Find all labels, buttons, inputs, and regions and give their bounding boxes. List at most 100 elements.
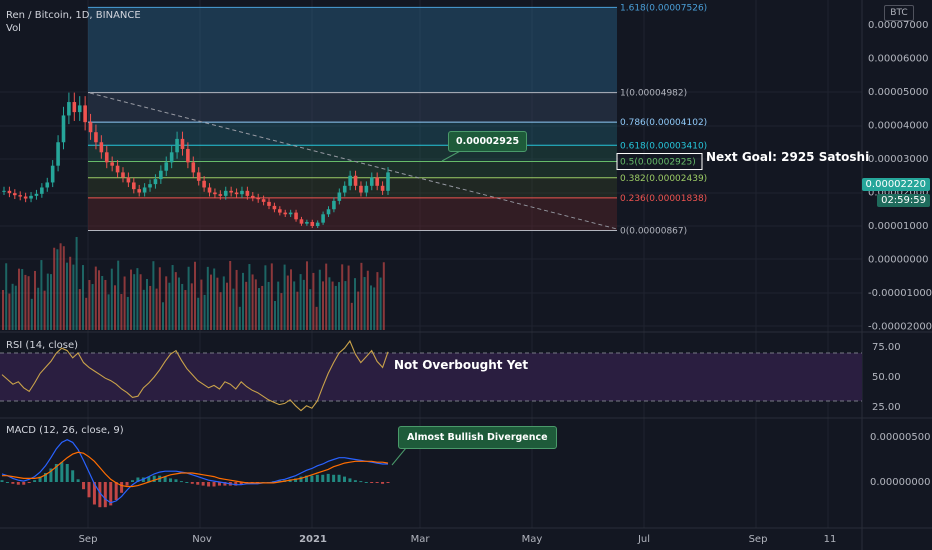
volume-bar bbox=[270, 263, 273, 330]
macd-axis-label: 0.00000500 bbox=[870, 432, 930, 443]
volume-bar bbox=[242, 272, 244, 330]
fib-level-label: 0.5(0.00002925) bbox=[620, 158, 696, 168]
macd-histogram-bar bbox=[60, 462, 64, 482]
candle-body bbox=[186, 148, 190, 163]
volume-bar bbox=[206, 266, 209, 330]
volume-bar bbox=[184, 290, 187, 330]
macd-histogram-bar bbox=[76, 479, 80, 482]
volume-bar bbox=[98, 270, 100, 330]
volume-bar bbox=[277, 281, 280, 330]
macd-histogram-bar bbox=[359, 481, 363, 483]
candle-body bbox=[369, 177, 374, 186]
fib-zone bbox=[88, 92, 617, 123]
volume-bar bbox=[370, 285, 372, 330]
volume-bar bbox=[226, 282, 228, 330]
signal-line bbox=[2, 451, 389, 488]
fib-zone bbox=[88, 122, 617, 146]
macd-line bbox=[1, 439, 388, 504]
price-axis-label: 0.00005000 bbox=[868, 87, 928, 98]
macd-histogram-bar bbox=[163, 476, 167, 482]
last-price-tag: 0.00002220 bbox=[861, 178, 930, 191]
volume-bar bbox=[136, 268, 139, 330]
volume-bar bbox=[130, 269, 132, 330]
volume-bar bbox=[117, 260, 120, 330]
candle-body bbox=[61, 115, 66, 143]
volume-bar bbox=[350, 302, 353, 330]
candle-body bbox=[250, 195, 255, 198]
macd-pane: 0.00000500 0.00000000 bbox=[0, 432, 930, 508]
candle-body bbox=[310, 221, 315, 226]
volume-bar bbox=[344, 281, 347, 330]
currency-badge[interactable]: BTC bbox=[884, 5, 914, 21]
volume-bar bbox=[366, 270, 369, 330]
volume-bar bbox=[203, 294, 206, 330]
rsi-axis-label: 50.00 bbox=[872, 372, 901, 383]
candle-body bbox=[13, 193, 17, 196]
macd-callout: Almost Bullish Divergence bbox=[398, 426, 557, 449]
time-axis-label: Sep bbox=[79, 534, 98, 545]
macd-axis-label: 0.00000000 bbox=[870, 477, 930, 488]
candle-body bbox=[294, 212, 298, 220]
volume-bar bbox=[363, 277, 366, 330]
candle-body bbox=[213, 192, 217, 195]
volume-bar bbox=[229, 260, 232, 330]
volume-bar bbox=[123, 276, 126, 330]
candle-body bbox=[207, 187, 212, 193]
candle-body bbox=[315, 222, 320, 226]
macd-histogram-bar bbox=[326, 473, 330, 482]
macd-histogram-bar bbox=[179, 481, 183, 483]
time-axis-label: Nov bbox=[192, 534, 212, 545]
candle-body bbox=[223, 190, 228, 196]
volume-bar bbox=[296, 291, 299, 330]
volume-bar bbox=[75, 236, 78, 330]
candle-body bbox=[299, 219, 304, 224]
volume-bar bbox=[306, 261, 308, 330]
volume-bar bbox=[360, 262, 363, 330]
volume-bar bbox=[190, 283, 193, 330]
fib-level-label: 0.786(0.00004102) bbox=[620, 118, 707, 128]
volume-bar bbox=[341, 264, 344, 330]
fib-level-label: 1.618(0.00007526) bbox=[620, 3, 707, 13]
macd-histogram-bar bbox=[370, 482, 374, 483]
volume-bar bbox=[171, 265, 174, 330]
candle-body bbox=[18, 195, 23, 197]
fib-zone bbox=[88, 197, 617, 231]
candle-body bbox=[196, 172, 201, 181]
volume-bar bbox=[114, 285, 116, 330]
volume-bar bbox=[379, 277, 382, 330]
macd-histogram-bar bbox=[174, 479, 178, 482]
volume-bar bbox=[178, 277, 180, 330]
symbol-title: Ren / Bitcoin, 1D, BINANCE bbox=[6, 10, 141, 21]
price-axis-label: -0.00002000 bbox=[868, 322, 932, 333]
macd-histogram-bar bbox=[277, 480, 281, 482]
rsi-pane: 75.00 50.00 25.00 bbox=[0, 339, 901, 413]
macd-histogram-bar bbox=[353, 480, 357, 482]
volume-bar bbox=[283, 264, 286, 330]
volume-bar bbox=[302, 279, 305, 330]
macd-title: MACD (12, 26, close, 9) bbox=[6, 425, 124, 436]
macd-histogram-bar bbox=[33, 480, 37, 482]
fib-level-label: 0(0.00000867) bbox=[620, 226, 687, 236]
volume-bar bbox=[197, 297, 200, 330]
volume-bar bbox=[232, 288, 235, 330]
macd-histogram-bar bbox=[315, 474, 319, 482]
volume-bar bbox=[104, 279, 107, 330]
volume-bar bbox=[168, 282, 171, 330]
candle-body bbox=[132, 182, 136, 190]
candle-body bbox=[342, 185, 347, 193]
volume-bar bbox=[62, 246, 65, 330]
volume-bar bbox=[46, 273, 49, 330]
volume-bars bbox=[2, 236, 385, 330]
candle-body bbox=[77, 105, 82, 113]
candle-body bbox=[240, 190, 244, 195]
candle-body bbox=[364, 185, 369, 193]
candle-body bbox=[104, 152, 109, 163]
candle-body bbox=[180, 138, 185, 149]
candle-body bbox=[50, 165, 55, 183]
macd-histogram-bar bbox=[364, 482, 368, 483]
bar-countdown: 02:59:59 bbox=[877, 194, 930, 207]
macd-histogram-bar bbox=[87, 482, 91, 498]
volume-bar bbox=[139, 274, 142, 330]
candle-body bbox=[164, 162, 169, 171]
